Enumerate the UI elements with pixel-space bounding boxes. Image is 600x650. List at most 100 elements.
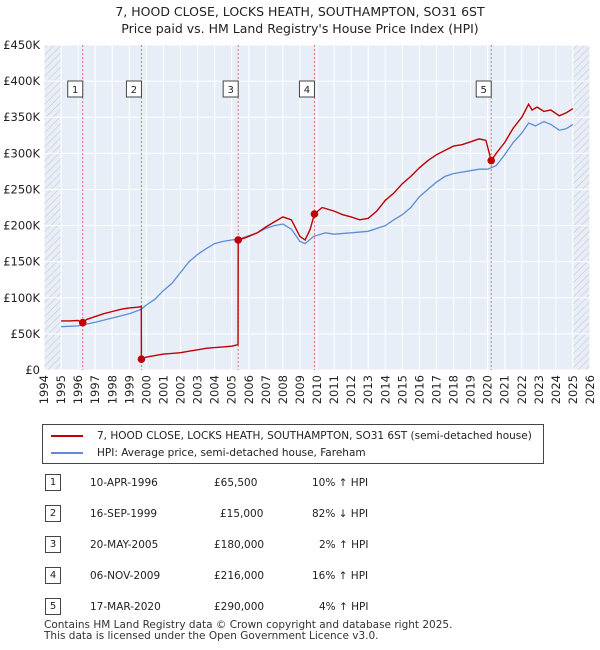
y-tick-label: £150K: [3, 255, 40, 269]
sale-marker-box-frame: [67, 80, 84, 98]
sale-marker-box: 4: [298, 80, 315, 98]
x-tick-label: 2004: [208, 375, 222, 404]
transaction-row: 3 20-MAY-2005 £180,000 2% ↑ HPI: [0, 536, 600, 556]
y-tick-label: £250K: [3, 182, 40, 196]
sale-marker-label: 1: [72, 85, 78, 96]
sale-marker-box: 5: [475, 80, 492, 98]
x-tick-label: 2015: [395, 375, 409, 404]
footer-license: This data is licensed under the Open Gov…: [44, 630, 379, 642]
x-tick-label: 2006: [242, 375, 256, 404]
x-tick-label: 2022: [515, 375, 529, 404]
transaction-number: 5: [45, 598, 61, 615]
x-tick-label: 1996: [71, 375, 85, 404]
transaction-date: 17-MAR-2020: [90, 601, 161, 613]
legend: 7, HOOD CLOSE, LOCKS HEATH, SOUTHAMPTON,…: [42, 424, 544, 464]
x-tick-label: 2012: [344, 375, 358, 404]
transaction-row: 1 10-APR-1996 £65,500 10% ↑ HPI: [0, 474, 600, 494]
sale-point: [234, 236, 242, 244]
x-tick-label: 2026: [583, 375, 597, 404]
x-tick-label: 1995: [54, 375, 68, 404]
x-tick-label: 2017: [429, 375, 443, 404]
sale-marker-label: 5: [481, 85, 487, 96]
x-tick-label: 2011: [327, 375, 341, 404]
transaction-number: 3: [45, 536, 61, 553]
hatched-region: [44, 45, 62, 370]
legend-item-hpi: HPI: Average price, semi-detached house,…: [51, 445, 366, 461]
transaction-price: £65,500: [214, 477, 258, 489]
transaction-hpi: 16% ↑ HPI: [312, 570, 369, 582]
transaction-number: 2: [45, 505, 61, 522]
footer: Contains HM Land Registry data © Crown c…: [44, 620, 452, 642]
legend-swatch-property: [51, 435, 83, 437]
x-tick-label: 2002: [174, 375, 188, 404]
transaction-hpi: 4% ↑ HPI: [319, 601, 369, 613]
y-tick-label: £400K: [3, 74, 40, 88]
transaction-price: £15,000: [220, 508, 264, 520]
x-tick-label: 1999: [122, 375, 136, 404]
y-tick-label: £450K: [3, 38, 40, 52]
transaction-date: 16-SEP-1999: [90, 508, 158, 520]
transaction-price: £290,000: [214, 601, 265, 613]
x-tick-label: 2020: [481, 375, 495, 404]
footer-copyright: Contains HM Land Registry data © Crown c…: [44, 619, 453, 631]
y-tick-label: £50K: [11, 327, 41, 341]
transaction-date: 10-APR-1996: [90, 477, 158, 489]
y-tick-label: £100K: [3, 291, 40, 305]
transaction-date: 06-NOV-2009: [90, 570, 161, 582]
x-tick-label: 2025: [566, 375, 580, 404]
x-tick-label: 2023: [532, 375, 546, 404]
x-tick-label: 2024: [549, 375, 563, 404]
hatched-region: [572, 45, 590, 370]
sale-marker-label: 4: [304, 85, 310, 96]
x-tick-label: 2008: [276, 375, 290, 404]
x-tick-label: 1997: [88, 375, 102, 404]
y-tick-label: £0: [25, 363, 40, 377]
y-tick-label: £350K: [3, 110, 40, 124]
x-tick-label: 2018: [447, 375, 461, 404]
y-tick-label: £300K: [3, 146, 40, 160]
transaction-hpi: 82% ↓ HPI: [312, 508, 369, 520]
transaction-row: 2 16-SEP-1999 £15,000 82% ↓ HPI: [0, 505, 600, 525]
x-tick-label: 1998: [105, 375, 119, 404]
transaction-price: £180,000: [214, 539, 265, 551]
x-tick-label: 2010: [310, 375, 324, 404]
x-tick-label: 2001: [156, 375, 170, 404]
x-tick-label: 2013: [361, 375, 375, 404]
sale-marker-box-frame: [298, 80, 315, 98]
property-series-line: [61, 102, 574, 361]
sale-point: [137, 355, 146, 363]
sale-point: [310, 210, 319, 218]
x-tick-label: 2021: [498, 375, 512, 404]
sale-marker-box-frame: [125, 80, 142, 98]
sale-marker-box: 2: [125, 80, 142, 98]
sale-marker-label: 3: [227, 85, 233, 96]
x-tick-label: 2007: [259, 375, 273, 404]
transaction-hpi: 2% ↑ HPI: [319, 539, 369, 551]
sale-point: [487, 156, 496, 165]
transaction-row: 4 06-NOV-2009 £216,000 16% ↑ HPI: [0, 567, 600, 587]
x-tick-label: 2005: [225, 375, 239, 404]
sale-marker-box-frame: [222, 80, 239, 98]
x-tick-label: 2014: [378, 375, 392, 404]
sale-marker-label: 2: [131, 85, 137, 96]
chart-subtitle: Price paid vs. HM Land Registry's House …: [121, 21, 479, 36]
sale-marker-box-frame: [475, 80, 492, 98]
transaction-date: 20-MAY-2005: [90, 539, 159, 551]
chart-title: 7, HOOD CLOSE, LOCKS HEATH, SOUTHAMPTON,…: [115, 4, 485, 19]
transaction-number: 1: [45, 474, 61, 491]
price-chart: 1 2 3 4 5 £0 £50K £100K £150K £200K £250K £300K £35…: [3, 38, 597, 404]
transaction-price: £216,000: [214, 570, 265, 582]
x-tick-label: 2009: [293, 375, 307, 404]
transaction-row: 5 17-MAR-2020 £290,000 4% ↑ HPI: [0, 598, 600, 618]
legend-label-hpi: HPI: Average price, semi-detached house,…: [97, 447, 366, 459]
y-tick-label: £200K: [3, 219, 40, 233]
sale-marker-box: 3: [222, 80, 239, 98]
x-tick-label: 1994: [37, 375, 51, 404]
sale-marker-box: 1: [67, 80, 84, 98]
sale-point: [78, 318, 87, 327]
hpi-series-line: [61, 120, 574, 328]
x-tick-label: 2016: [412, 375, 426, 404]
transaction-number: 4: [45, 567, 61, 584]
x-tick-label: 2003: [191, 375, 205, 404]
